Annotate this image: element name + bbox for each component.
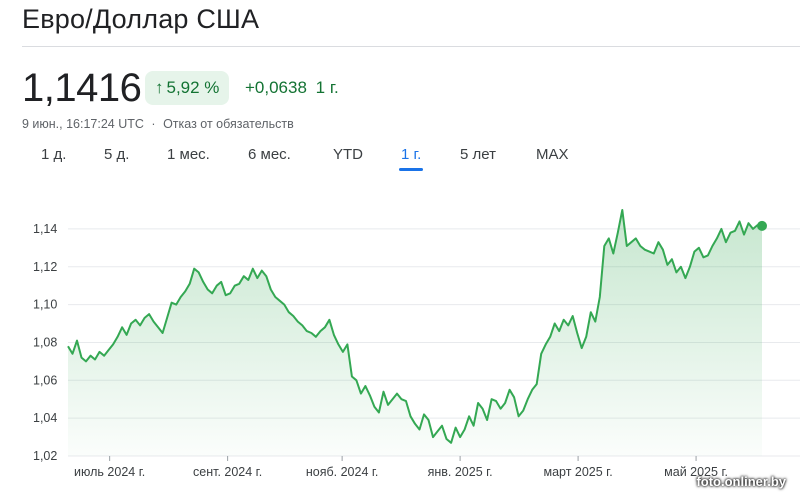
y-tick-label: 1,06: [33, 373, 57, 387]
tab-1y[interactable]: 1 г.: [398, 146, 424, 171]
change-absolute-value: +0,0638: [245, 78, 307, 97]
header-divider: [22, 46, 800, 47]
current-price: 1,1416: [22, 66, 142, 110]
change-period: 1 г.: [315, 78, 339, 97]
change-percent-badge: ↑ 5,92 %: [145, 71, 230, 105]
tab-5y[interactable]: 5 лет: [460, 146, 496, 163]
last-point-marker: [757, 220, 767, 231]
change-percent: 5,92 %: [166, 78, 220, 97]
y-tick-label: 1,02: [33, 449, 57, 463]
x-tick-label: июль 2024 г.: [74, 465, 145, 479]
y-tick-label: 1,10: [33, 298, 57, 312]
tab-max[interactable]: MAX: [536, 146, 569, 163]
tab-ytd[interactable]: YTD: [333, 146, 363, 163]
watermark: foto.onliner.by: [696, 474, 786, 489]
x-tick-label: март 2025 г.: [543, 465, 612, 479]
tab-6m[interactable]: 6 мес.: [248, 146, 291, 163]
y-tick-label: 1,04: [33, 411, 57, 425]
series-line: [67, 209, 763, 444]
arrow-up-icon: ↑: [155, 78, 164, 97]
x-tick-label: янв. 2025 г.: [428, 465, 493, 479]
tab-1d[interactable]: 1 д.: [41, 146, 67, 163]
price-chart[interactable]: 1,14 1,12 1,10 1,08 1,06 1,04 1,02 июль 2024 г.…: [0, 190, 800, 497]
change-absolute: +0,0638 1 г.: [245, 78, 339, 98]
area-fill: [68, 210, 762, 456]
tab-1m[interactable]: 1 мес.: [167, 146, 210, 163]
x-tick-label: сент. 2024 г.: [193, 465, 262, 479]
y-tick-label: 1,08: [33, 335, 57, 349]
timestamp: 9 июн., 16:17:24 UTC: [22, 117, 144, 131]
y-tick-label: 1,12: [33, 260, 57, 274]
quote-meta: 9 июн., 16:17:24 UTC · Отказ от обязател…: [22, 117, 294, 131]
page-title: Евро/Доллар США: [22, 4, 260, 34]
disclaimer-link[interactable]: Отказ от обязательств: [163, 117, 294, 131]
y-tick-label: 1,14: [33, 222, 57, 236]
x-tick-label: нояб. 2024 г.: [306, 465, 379, 479]
x-tick-label: май 2025 г.: [664, 465, 728, 479]
meta-separator: ·: [151, 117, 156, 131]
tab-5d[interactable]: 5 д.: [104, 146, 130, 163]
